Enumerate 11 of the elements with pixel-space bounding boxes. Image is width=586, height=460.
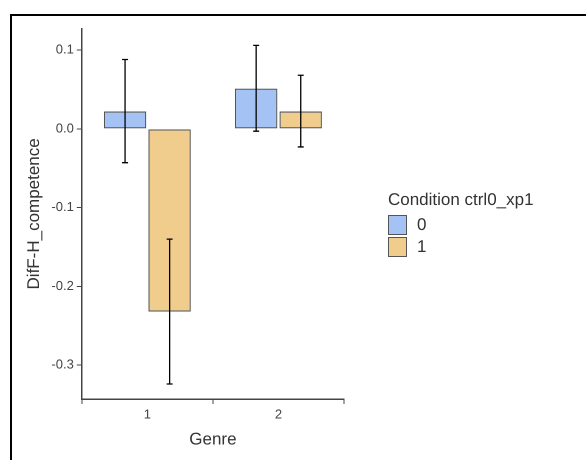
y-tick-label: -0.1 bbox=[51, 199, 74, 214]
y-tick-label: 0.1 bbox=[56, 42, 74, 57]
y-tick-label: -0.2 bbox=[51, 278, 74, 293]
y-tick-label: 0.0 bbox=[56, 120, 74, 136]
y-axis-title: DifF-H_competence bbox=[24, 138, 43, 290]
x-tick-label: 2 bbox=[274, 406, 282, 422]
legend-label: 0 bbox=[417, 215, 426, 235]
legend-label: 1 bbox=[417, 237, 426, 257]
x-axis-title: Genre bbox=[189, 429, 237, 448]
legend-title: Condition ctrl0_xp1 bbox=[388, 190, 534, 210]
y-tick-label: -0.3 bbox=[51, 356, 74, 372]
